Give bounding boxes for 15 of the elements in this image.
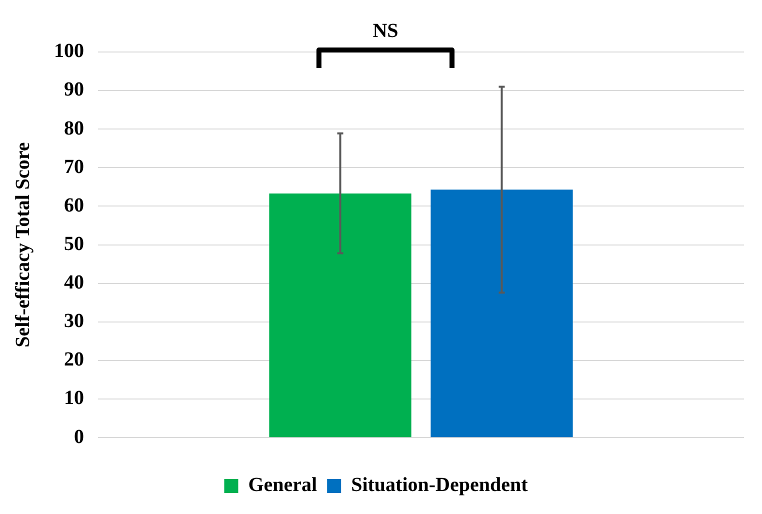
y-tick-label: 10 <box>64 387 84 410</box>
y-tick-label: 90 <box>64 78 84 101</box>
y-tick-label: 80 <box>64 117 84 140</box>
text: NS <box>372 20 398 42</box>
y-tick-label: 100 <box>54 40 84 62</box>
y-tick-label: 0 <box>74 426 84 448</box>
y-tick-label: 40 <box>64 272 84 294</box>
y-tick-label: 20 <box>64 348 84 371</box>
y-tick-label: 50 <box>64 232 84 255</box>
y-axis-title: Self-efficacy Total Score <box>12 142 34 348</box>
y-tick-label: 30 <box>64 310 84 332</box>
y-tick-label: 70 <box>64 156 84 178</box>
legend-label: Situation-Dependent <box>351 474 528 496</box>
y-tick-label: 60 <box>64 194 84 216</box>
legend-label: General <box>248 474 318 496</box>
